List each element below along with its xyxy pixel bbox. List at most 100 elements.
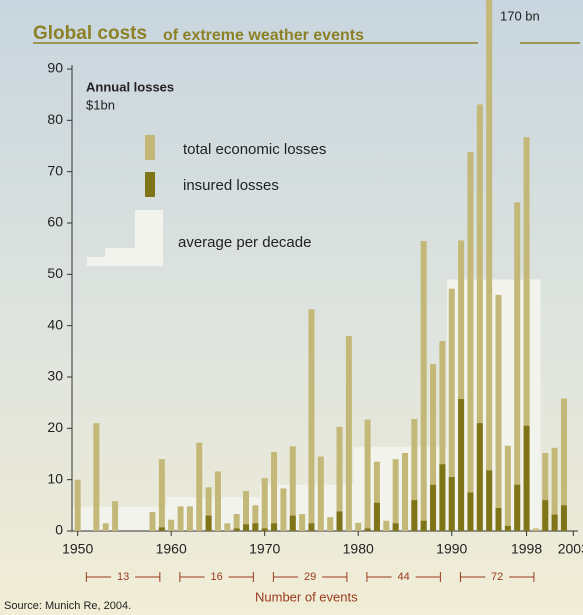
bar [486,0,493,531]
bar [317,456,324,531]
event-count: 44 [398,571,410,583]
bar [280,488,287,531]
y-tick-label: 60 [47,214,63,230]
bar [504,445,511,531]
bar [439,464,446,531]
y-tick-label: 30 [47,368,63,384]
legend-label: total economic losses [183,141,326,158]
bar [560,505,567,531]
bar [364,419,371,531]
y-tick-label: 40 [47,316,63,332]
chart-title: Global costs [33,23,147,44]
y-tick-label: 20 [47,419,63,435]
bar [458,399,465,531]
bar [243,524,250,531]
bar [158,527,165,531]
bar [495,294,502,531]
bar [168,519,175,531]
source: Source: Munich Re, 2004. [4,600,131,612]
bar [420,240,427,531]
bar [430,484,437,531]
legend-label: insured losses [183,177,279,194]
bar [458,240,465,531]
bar [243,490,250,531]
event-count: 16 [210,571,222,583]
bar [233,514,240,531]
bar [392,459,399,531]
y-tick-label: 0 [55,522,63,538]
bar [196,442,203,531]
bar [523,425,530,531]
bar [93,423,100,531]
bar [476,104,483,532]
bar [514,202,521,531]
bar [149,512,156,531]
bar [476,423,483,531]
x-tick-label: 1980 [343,541,374,557]
bar [233,528,240,531]
y-tick-label: 80 [47,111,63,127]
x-tick-label: 2003 [558,541,583,557]
bar [448,477,455,531]
bar [102,523,109,531]
bar [345,335,352,531]
event-count: 13 [117,571,129,583]
bar [411,419,418,531]
bar [373,502,380,531]
bar [112,501,119,531]
bar [448,288,455,531]
bar [411,500,418,531]
bar [439,341,446,531]
event-count: 72 [491,571,503,583]
bar [271,451,278,531]
legend-swatch [145,172,155,197]
bar [261,478,268,531]
x-tick-label: 1990 [436,541,467,557]
bar [504,525,511,531]
bar [401,452,408,531]
bar [271,523,278,531]
bar [551,447,558,531]
bar [486,470,493,531]
events-label: Number of events [255,589,358,604]
bar [364,528,371,531]
x-tick-label: 1970 [249,541,280,557]
annotation: 170 bn [500,8,540,23]
legend-swatch [87,210,163,266]
bar [467,152,474,531]
bar [467,492,474,531]
bar [261,528,268,531]
bar [289,446,296,531]
bar [532,528,539,531]
bar [205,487,212,531]
bar [542,452,549,531]
bar [214,471,221,531]
bar [336,426,343,531]
bar [177,506,184,531]
bar [523,137,530,532]
legend-label: average per decade [178,234,311,251]
bar [224,523,231,531]
bar [205,515,212,531]
bar [289,515,296,531]
bar [514,484,521,531]
x-tick-label: 1998 [511,541,542,557]
bar [495,507,502,531]
event-count: 29 [304,571,316,583]
y-tick-label: 10 [47,470,63,486]
bar [383,520,390,531]
bar [355,522,362,531]
bar [392,523,399,531]
legend-swatch [145,135,155,160]
bar [336,511,343,531]
bar [327,517,334,531]
bar [252,523,259,531]
bar [560,398,567,531]
bar [542,500,549,531]
y-tick-label: 70 [47,162,63,178]
y-axis-unit: $1bn [86,97,115,112]
bar [420,520,427,531]
x-tick-label: 1950 [62,541,93,557]
bar [430,364,437,531]
